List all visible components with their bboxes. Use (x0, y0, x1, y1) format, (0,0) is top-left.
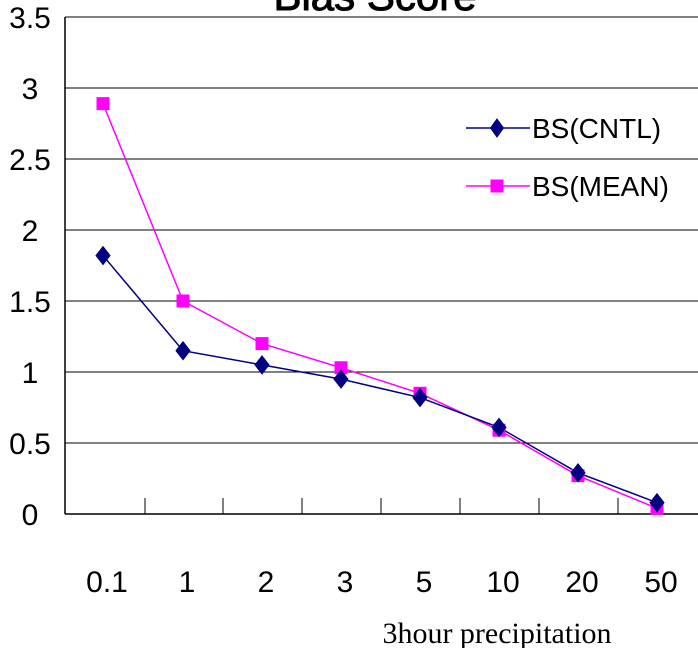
diamond-marker (570, 463, 586, 483)
y-tick-label: 3 (22, 73, 39, 106)
y-tick-labels: 0 0.5 1 1.5 2 2.5 3 3.5 (9, 2, 51, 532)
x-tick-label: 3 (337, 566, 354, 599)
series-group (95, 97, 665, 515)
x-tick-label: 1 (179, 566, 196, 599)
chart-title: Bias Score (273, 0, 476, 19)
series-line (102, 103, 658, 510)
square-marker (176, 294, 190, 308)
diamond-marker (95, 245, 111, 266)
y-tick-label: 0.5 (9, 428, 51, 461)
y-tick-label: 2.5 (9, 144, 51, 177)
legend-label: BS(MEAN) (532, 171, 669, 202)
series-line (102, 255, 658, 504)
legend-label: BS(CNTL) (532, 113, 661, 144)
legend[interactable]: BS(CNTL) BS(MEAN) (466, 113, 669, 202)
x-tick-label: 20 (565, 566, 598, 599)
diamond-marker (254, 355, 270, 375)
legend-square-marker (490, 179, 504, 193)
x-tick-label: 5 (416, 566, 433, 599)
x-tick-label: 2 (258, 566, 275, 599)
diamond-marker (175, 340, 191, 361)
diamond-marker (649, 492, 665, 513)
x-tick-label: 10 (486, 566, 519, 599)
diamond-marker (412, 387, 428, 408)
diamond-marker (491, 417, 507, 438)
y-tick-label: 1 (22, 357, 39, 390)
y-tick-label: 2 (22, 215, 39, 248)
gridlines (65, 16, 698, 444)
axes (64, 17, 698, 515)
y-tick-label: 3.5 (9, 2, 51, 35)
y-tick-label: 0 (22, 499, 39, 532)
x-tick-labels: 0.1 1 2 3 5 10 20 50 (86, 566, 678, 599)
x-axis-label: 3hour precipitation (382, 617, 611, 648)
square-marker (96, 97, 110, 111)
x-tick-label: 0.1 (86, 566, 128, 599)
diamond-marker (333, 369, 349, 389)
square-marker (255, 337, 269, 351)
y-tick-label: 1.5 (9, 286, 51, 319)
x-tick-label: 50 (644, 566, 677, 599)
legend-diamond-marker (489, 118, 505, 138)
